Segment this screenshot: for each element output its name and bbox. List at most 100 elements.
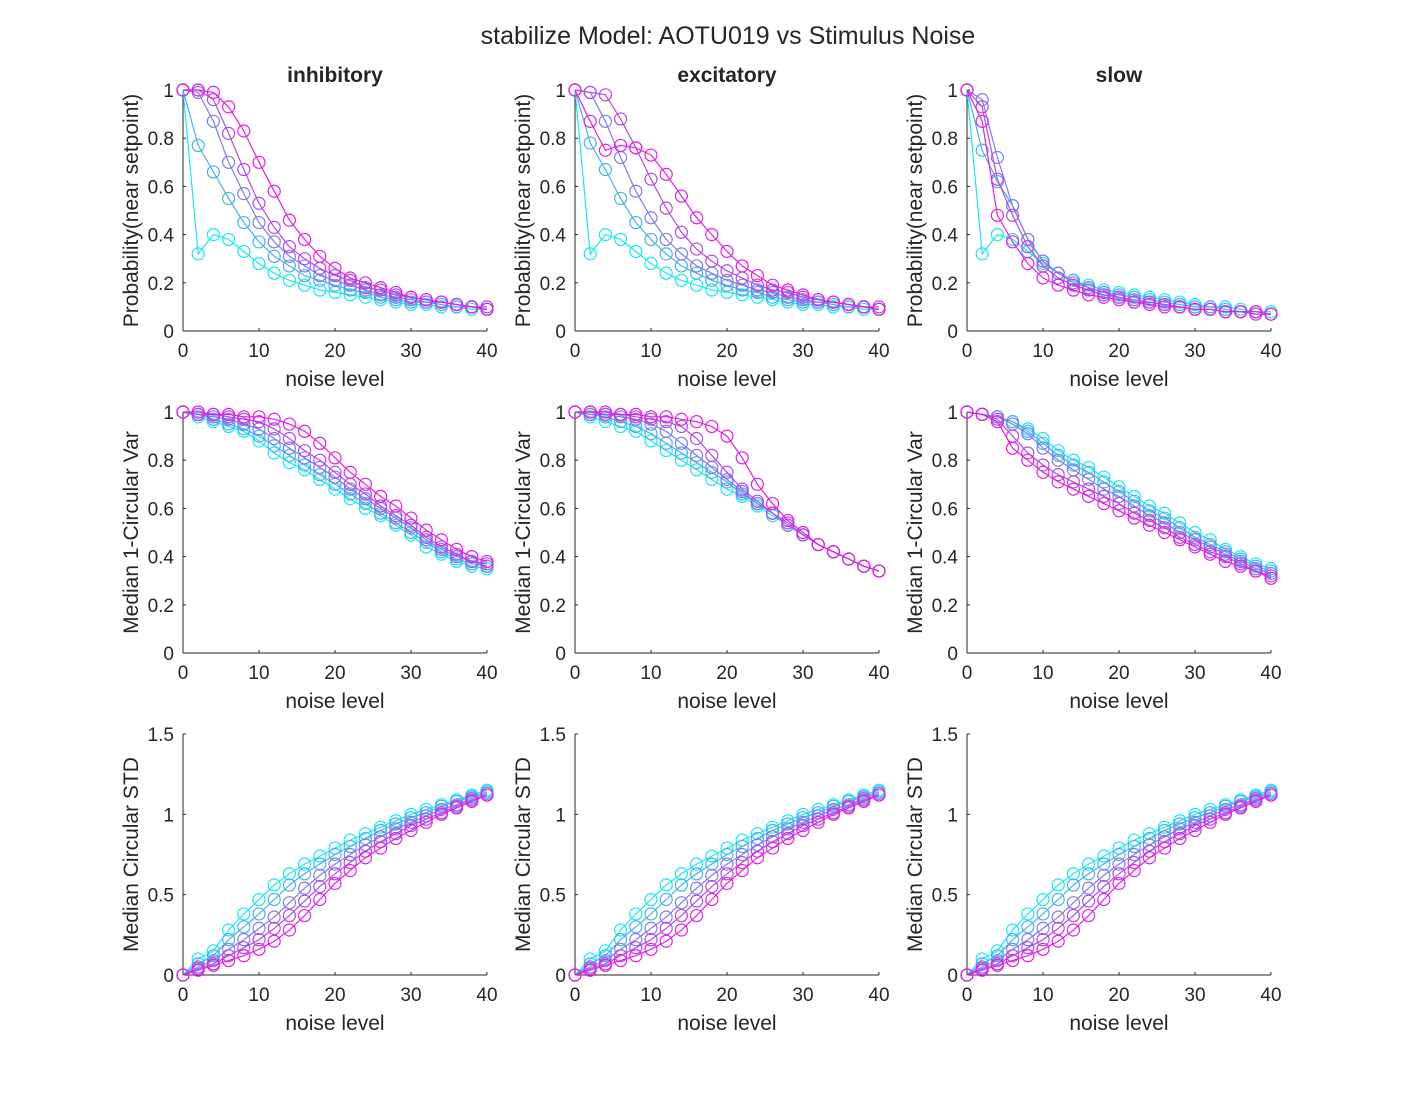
data-point [267, 892, 281, 907]
data-point [674, 273, 689, 287]
data-point [1173, 827, 1187, 841]
data-point [689, 259, 704, 273]
x-tick-label: 0 [570, 663, 581, 684]
data-point [1112, 496, 1126, 511]
data-point [705, 849, 719, 863]
data-point [1021, 453, 1035, 467]
data-point [598, 405, 613, 419]
data-point [313, 868, 327, 882]
data-point [720, 264, 734, 278]
data-point [583, 85, 597, 100]
y-tick-label: 0.8 [148, 129, 174, 150]
series [176, 83, 494, 316]
data-point [857, 559, 871, 573]
data-point [1051, 468, 1065, 482]
data-point [826, 545, 841, 559]
data-point [252, 933, 266, 947]
data-point [826, 295, 841, 309]
data-point [404, 815, 418, 829]
data-point [629, 215, 643, 230]
data-point [1021, 446, 1035, 460]
y-tick-label: 0 [163, 322, 174, 343]
x-tick-label: 40 [1260, 663, 1281, 684]
data-point [328, 268, 342, 283]
data-point [659, 910, 673, 924]
data-point [1036, 942, 1050, 956]
data-point [374, 499, 388, 513]
data-point [689, 881, 704, 895]
data-point [1157, 516, 1172, 530]
data-point [298, 894, 312, 908]
data-point [720, 429, 734, 443]
data-point [674, 419, 689, 434]
series-line [966, 411, 1272, 577]
data-point [1036, 465, 1050, 479]
data-point [857, 300, 871, 314]
x-tick-label: 20 [1108, 663, 1129, 684]
y-tick-label: 0.2 [932, 596, 958, 617]
data-point [659, 410, 673, 424]
data-point [1066, 475, 1081, 489]
data-point [872, 788, 886, 802]
y-tick-label: 1 [947, 805, 958, 826]
data-point [705, 892, 719, 907]
data-point [644, 434, 658, 448]
data-point [206, 85, 220, 100]
data-point [282, 867, 296, 881]
data-point [629, 184, 643, 198]
data-point [237, 187, 251, 201]
data-point [343, 855, 357, 870]
data-point [1249, 305, 1263, 319]
data-point [796, 807, 810, 821]
x-tick-label: 40 [868, 663, 889, 684]
data-point [1081, 867, 1096, 881]
data-point [328, 867, 342, 881]
data-point [1218, 807, 1233, 821]
series-line [574, 89, 880, 310]
data-point [781, 831, 795, 846]
x-tick-label: 0 [178, 341, 189, 362]
data-point [975, 114, 989, 128]
data-point [282, 431, 296, 446]
data-point [237, 244, 251, 259]
y-tick-label: 0.2 [148, 274, 174, 295]
y-tick-label: 0.2 [932, 274, 958, 295]
y-tick-label: 0.4 [932, 226, 959, 247]
x-tick-label: 0 [962, 985, 973, 1006]
data-point [1051, 453, 1065, 467]
data-point [598, 944, 613, 958]
y-axis-label: Median 1-Circular Var [512, 431, 535, 634]
data-point [328, 451, 342, 465]
data-point [613, 191, 628, 206]
subplot: 0 10 20 30 40 0 0.2 0.4 0.6 0.8 1 noise level Probab… [120, 64, 498, 391]
data-point [1066, 923, 1081, 937]
data-point [298, 252, 312, 266]
data-point [1157, 841, 1172, 855]
data-point [222, 100, 236, 114]
data-point [705, 273, 719, 287]
data-point [568, 83, 582, 97]
data-point [343, 863, 357, 878]
data-point [298, 857, 312, 871]
y-tick-label: 0.6 [932, 177, 958, 198]
data-point [343, 271, 357, 285]
y-axis-label: Median Circular STD [512, 757, 535, 952]
data-point [583, 405, 597, 419]
data-point [374, 489, 388, 503]
data-point [975, 100, 989, 114]
data-point [267, 422, 281, 436]
data-point [975, 963, 989, 977]
data-point [990, 150, 1005, 165]
data-point [222, 953, 236, 968]
y-axis-label: Probability(near setpoint) [904, 94, 927, 327]
data-point [1021, 941, 1035, 955]
data-point [1188, 533, 1202, 547]
data-point [465, 794, 479, 809]
data-point [857, 794, 871, 809]
data-point [252, 410, 266, 424]
data-point [434, 802, 448, 817]
data-point [1127, 863, 1141, 878]
data-point [674, 878, 689, 892]
subplot-title: inhibitory [287, 64, 383, 87]
